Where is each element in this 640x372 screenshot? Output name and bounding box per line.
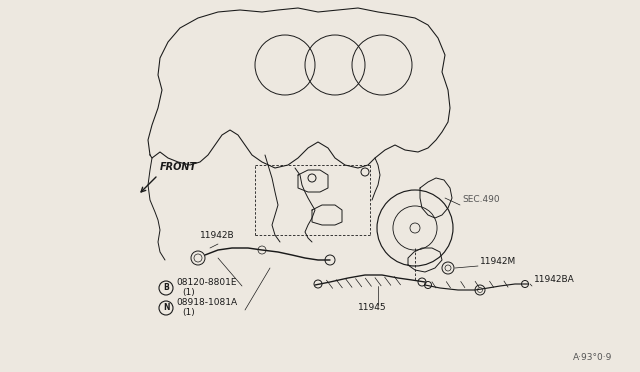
Text: 11942M: 11942M bbox=[480, 257, 516, 266]
Text: 11945: 11945 bbox=[358, 303, 387, 312]
Text: 11942BA: 11942BA bbox=[534, 275, 575, 284]
Text: FRONT: FRONT bbox=[160, 162, 197, 172]
Text: B: B bbox=[163, 283, 169, 292]
Text: 11942B: 11942B bbox=[200, 231, 235, 240]
Text: 08120-8801E: 08120-8801E bbox=[176, 278, 237, 287]
Text: 08918-1081A: 08918-1081A bbox=[176, 298, 237, 307]
Text: SEC.490: SEC.490 bbox=[462, 195, 500, 204]
Text: (1): (1) bbox=[182, 308, 195, 317]
Text: (1): (1) bbox=[182, 288, 195, 297]
Text: N: N bbox=[163, 304, 169, 312]
Text: A·93°0·9: A·93°0·9 bbox=[573, 353, 612, 362]
